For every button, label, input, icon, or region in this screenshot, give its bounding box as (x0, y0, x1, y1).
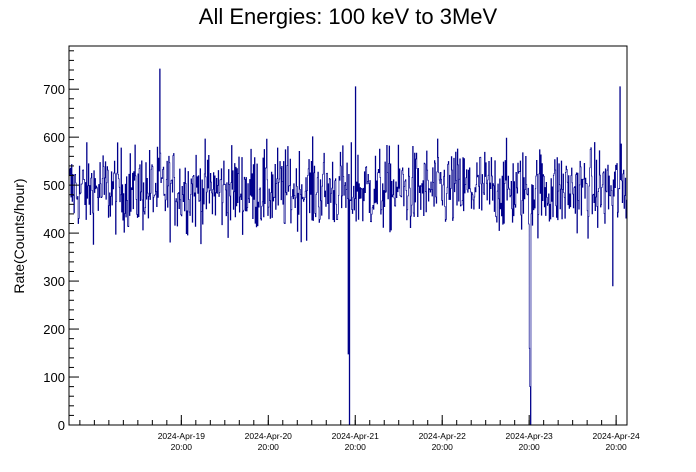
x-tick-time: 20:00 (345, 442, 367, 452)
data-series (69, 68, 628, 426)
x-tick-time: 20:00 (258, 442, 280, 452)
y-tick-labels: 0 100 200 300 400 500 600 700 (43, 82, 65, 433)
y-axis-label: Rate(Counts/hour) (11, 178, 27, 293)
series-line (69, 68, 628, 426)
y-tick-label: 300 (43, 274, 65, 289)
y-tick-label: 700 (43, 82, 65, 97)
x-tick-date: 2024-Apr-21 (332, 431, 380, 441)
y-tick-label: 600 (43, 130, 65, 145)
x-tick-time: 20:00 (519, 442, 541, 452)
x-tick-date: 2024-Apr-24 (592, 431, 640, 441)
x-tick-date: 2024-Apr-20 (245, 431, 293, 441)
x-tick-date: 2024-Apr-22 (419, 431, 467, 441)
plot-frame (68, 45, 628, 426)
x-tick-labels: 2024-Apr-1920:002024-Apr-2020:002024-Apr… (158, 431, 640, 452)
x-tick-time: 20:00 (171, 442, 193, 452)
chart-title: All Energies: 100 keV to 3MeV (199, 4, 498, 29)
x-tick-time: 20:00 (432, 442, 454, 452)
y-tick-label: 500 (43, 178, 65, 193)
y-tick-label: 100 (43, 370, 65, 385)
axes (68, 45, 628, 426)
y-tick-label: 200 (43, 322, 65, 337)
x-tick-time: 20:00 (605, 442, 627, 452)
x-tick-date: 2024-Apr-19 (158, 431, 206, 441)
y-tick-label: 400 (43, 226, 65, 241)
y-tick-label: 0 (58, 418, 65, 433)
x-tick-date: 2024-Apr-23 (506, 431, 554, 441)
